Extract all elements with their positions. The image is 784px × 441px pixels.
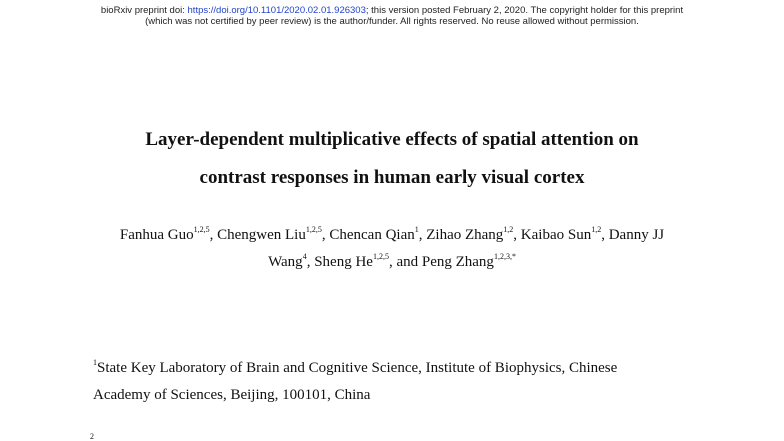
header-prefix: bioRxiv preprint doi:: [100, 5, 188, 16]
header-line-2: (which was not certified by peer review)…: [145, 16, 639, 27]
author-name: Kaibao Sun: [520, 227, 592, 243]
preprint-header: bioRxiv preprint doi: https://doi.org/10…: [0, 5, 784, 27]
author-list-line-2: Wang4, Sheng He1,2,5, and Peng Zhang1,2,…: [80, 248, 704, 276]
paper-title-line-2: contrast responses in human early visual…: [199, 167, 585, 188]
affiliation-2-marker: 2: [90, 432, 94, 441]
separator: ,: [209, 227, 218, 243]
author-affiliation-marker: 1,2,3,*: [493, 252, 516, 261]
author-name: Zihao Zhang: [426, 227, 504, 243]
header-suffix: ; this version posted February 2, 2020. …: [365, 5, 684, 16]
separator: ,: [513, 227, 521, 243]
author-affiliation-marker: 4: [302, 252, 307, 261]
affiliation-marker: 1: [93, 358, 97, 367]
header-line-1: bioRxiv preprint doi: https://doi.org/10…: [0, 5, 784, 16]
author-affiliation-marker: 1: [414, 225, 419, 234]
author-affiliation-marker: 1,2: [503, 225, 514, 234]
author-affiliation-marker: 1,2,5: [372, 252, 389, 261]
separator: ,: [601, 227, 609, 243]
separator: , and: [388, 254, 422, 270]
affiliation-text: State Key Laboratory of Brain and Cognit…: [97, 360, 618, 376]
author-name-part: Wang: [268, 254, 303, 270]
separator: ,: [321, 227, 330, 243]
author-name: Chengwen Liu: [217, 227, 306, 243]
author-name: Fanhua Guo: [119, 227, 194, 243]
separator: ,: [418, 227, 427, 243]
author-name-part: Danny JJ: [608, 227, 665, 243]
author-affiliation-marker: 1,2,5: [193, 225, 210, 234]
affiliation-1-line-1: 1State Key Laboratory of Brain and Cogni…: [93, 359, 713, 377]
author-name: Peng Zhang: [421, 254, 494, 270]
separator: ,: [306, 254, 315, 270]
author-affiliation-marker: 1,2,5: [305, 225, 322, 234]
doi-link[interactable]: https://doi.org/10.1101/2020.02.01.92630…: [187, 5, 366, 16]
author-list-line-1: Fanhua Guo1,2,5, Chengwen Liu1,2,5, Chen…: [80, 221, 704, 249]
author-name: Chencan Qian: [329, 227, 415, 243]
paper-title-line-1: Layer-dependent multiplicative effects o…: [145, 129, 639, 150]
affiliation-1-line-2: Academy of Sciences, Beijing, 100101, Ch…: [93, 387, 371, 403]
author-name: Sheng He: [314, 254, 373, 270]
author-affiliation-marker: 1,2: [591, 225, 602, 234]
